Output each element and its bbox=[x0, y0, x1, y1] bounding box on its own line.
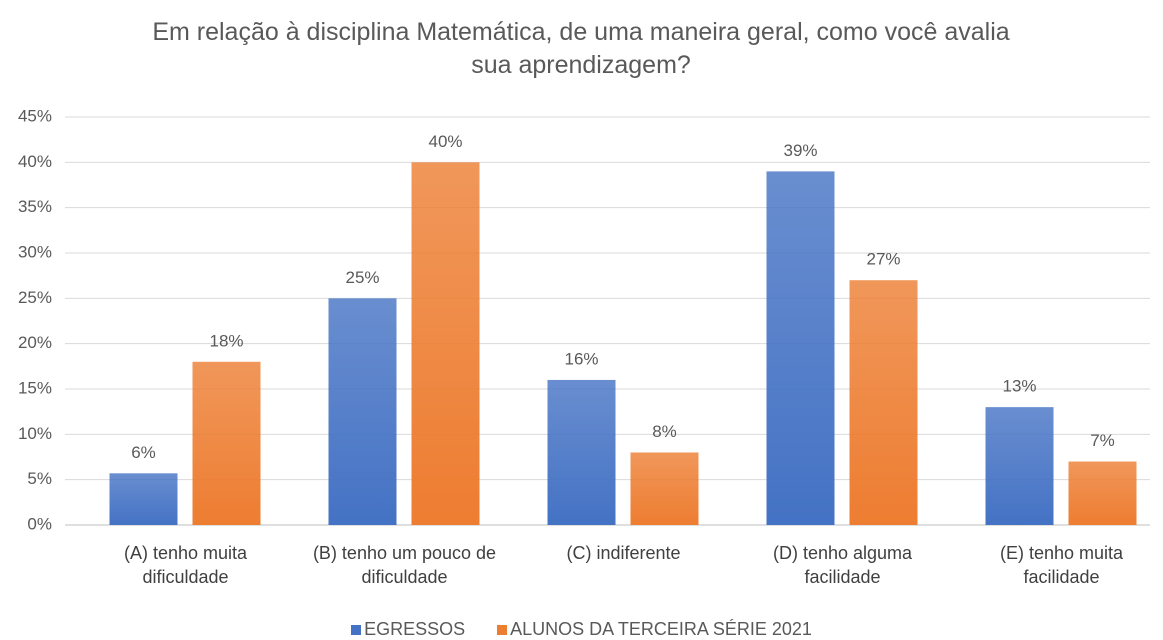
bar bbox=[849, 280, 918, 525]
legend-item: EGRESSOS bbox=[351, 619, 465, 640]
bar bbox=[985, 407, 1054, 525]
legend-item: ALUNOS DA TERCEIRA SÉRIE 2021 bbox=[497, 619, 812, 640]
data-label: 6% bbox=[131, 443, 156, 462]
bar bbox=[109, 473, 178, 525]
x-tick-label: (C) indiferente bbox=[566, 543, 681, 563]
legend-label: EGRESSOS bbox=[364, 619, 466, 639]
y-tick-label: 0% bbox=[27, 514, 52, 533]
bar bbox=[1068, 461, 1137, 525]
legend: EGRESSOS ALUNOS DA TERCEIRA SÉRIE 2021 bbox=[0, 619, 1163, 640]
data-label: 13% bbox=[1002, 377, 1036, 396]
y-tick-label: 30% bbox=[18, 242, 52, 261]
y-tick-label: 45% bbox=[18, 106, 52, 125]
data-label: 40% bbox=[428, 132, 462, 151]
x-tick-label: (A) tenho muita dificuldade bbox=[123, 543, 248, 587]
chart-title: Em relação à disciplina Matemática, de u… bbox=[152, 18, 1010, 79]
bar bbox=[328, 298, 397, 525]
x-tick-label: (D) tenho alguma facilidade bbox=[772, 543, 913, 587]
data-label: 8% bbox=[652, 422, 677, 441]
y-tick-label: 5% bbox=[27, 469, 52, 488]
bar bbox=[192, 361, 261, 525]
data-label: 18% bbox=[209, 331, 243, 350]
y-tick-label: 40% bbox=[18, 152, 52, 171]
y-tick-label: 15% bbox=[18, 378, 52, 397]
y-tick-label: 10% bbox=[18, 424, 52, 443]
data-label: 7% bbox=[1090, 431, 1115, 450]
legend-label: ALUNOS DA TERCEIRA SÉRIE 2021 bbox=[510, 619, 812, 639]
y-tick-label: 20% bbox=[18, 333, 52, 352]
y-tick-label: 25% bbox=[18, 288, 52, 307]
bar bbox=[630, 452, 699, 525]
x-tick-label: (B) tenho um pouco de dificuldade bbox=[312, 543, 497, 587]
legend-swatch bbox=[351, 625, 362, 635]
data-label: 27% bbox=[866, 250, 900, 269]
bar bbox=[547, 379, 616, 525]
bar bbox=[411, 162, 480, 526]
bar bbox=[766, 171, 835, 525]
data-label: 25% bbox=[345, 268, 379, 287]
y-tick-label: 35% bbox=[18, 197, 52, 216]
x-tick-label: (E) tenho muita facilidade bbox=[999, 543, 1124, 587]
data-label: 16% bbox=[564, 349, 598, 368]
legend-swatch bbox=[497, 625, 508, 635]
data-label: 39% bbox=[783, 141, 817, 160]
